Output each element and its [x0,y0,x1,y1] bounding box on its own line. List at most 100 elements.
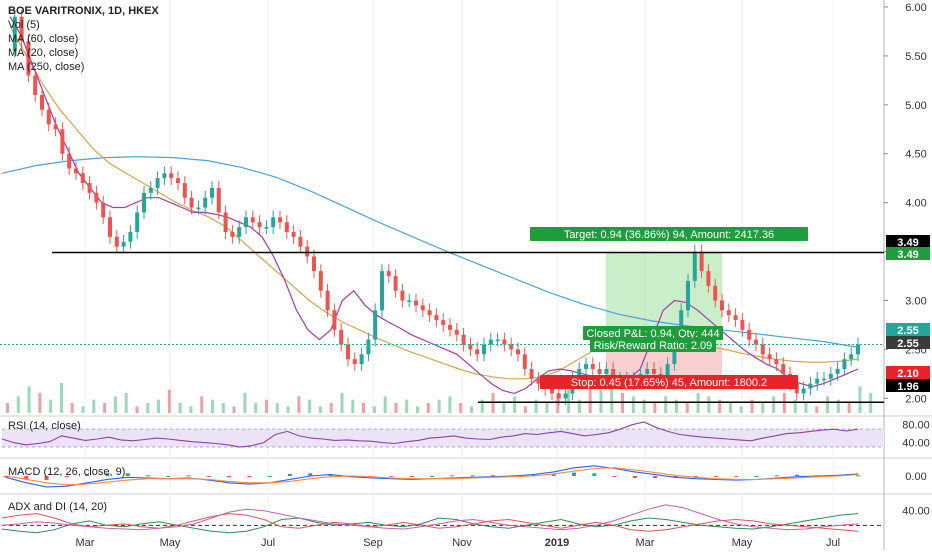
macd-label[interactable]: MACD (12, 26, close, 9) [8,466,126,478]
candle [12,16,17,51]
candle [373,310,378,340]
time-tick-label: Jul [826,537,840,549]
macd-hist-bar [470,475,475,477]
volume-bar [178,403,182,413]
candle [604,368,609,374]
price-tag: 3.49 [897,237,918,249]
candle [237,227,242,237]
adx-label[interactable]: ADX and DI (14, 20) [8,501,108,513]
macd-hist-bar [450,475,455,477]
macd-hist-bar [572,472,576,476]
target-label-box [530,227,808,241]
volume-bar [437,399,441,413]
macd-hist-bar [714,475,718,477]
candle [271,217,276,228]
candle [250,217,255,223]
candle [720,300,724,311]
volume-bar [113,396,117,413]
candle [414,300,418,306]
volume-bar [308,399,312,413]
candle [366,339,371,355]
candle [142,192,146,213]
volume-bar [416,406,420,413]
candle [842,359,847,369]
candle [155,178,160,188]
candle [611,368,616,379]
candle [427,310,432,316]
candle [556,393,561,399]
candle [849,354,854,360]
volume-bar [340,393,344,413]
volume-bar [523,406,527,413]
candle [400,290,405,301]
volume-bar [394,403,398,413]
macd-hist-bar [85,474,90,476]
macd-hist-bar [4,475,8,478]
candle [454,329,459,335]
candle [216,187,221,213]
volume-bar [135,406,139,413]
volume-bar [49,399,53,413]
volume-bar [631,396,635,413]
price-tick-label: 5.00 [905,100,926,112]
candle [346,344,350,360]
candle [101,202,106,218]
price-tag-box [886,235,930,248]
volume-bar [70,403,74,413]
volume-bar [728,403,732,413]
candle [550,388,554,394]
volume-bar [718,399,722,413]
candle [740,320,745,330]
macd-hist-bar [227,475,232,478]
candle [516,349,520,355]
candle [189,197,194,208]
candle [726,310,731,316]
volume-bar [534,399,538,413]
legend-ma250[interactable]: MA (250, close) [8,61,85,73]
candle [482,344,486,355]
candle [291,231,296,237]
volume-bars [6,373,873,413]
price-tick-label: 6.00 [905,2,926,14]
legend-volume[interactable]: Vol (5) [8,19,40,31]
legend-ma20[interactable]: MA (20, close) [8,47,79,59]
macd-hist-bar [653,475,658,479]
price-tag-box [886,366,930,379]
price-tick-label: 2.00 [905,393,926,405]
rsi-label[interactable]: RSI (14, close) [8,420,81,432]
rsi-band [2,429,884,448]
macd-hist-bar [754,475,759,477]
candle [26,41,31,76]
price-tag: 1.96 [897,381,918,393]
volume-bar [491,393,495,413]
volume-bar [124,393,128,413]
adx-pane [1,504,884,534]
pnl-label-box [583,326,723,340]
legend-ma60[interactable]: MA (60, close) [8,33,79,45]
candle [835,368,840,374]
time-tick-label: May [732,537,753,549]
volume-bar [588,383,592,413]
volume-bar [318,406,322,413]
chart-title[interactable]: BOE VARITRONIX, 1D, HKEX [8,5,159,17]
candle [305,246,310,257]
minus-di-line [1,513,859,532]
candle [33,75,38,96]
candle [87,183,92,193]
candle [509,344,514,350]
candle [230,231,235,237]
volume-bar [826,396,830,413]
candle [60,129,65,154]
candle [448,324,452,330]
candle [128,231,133,242]
macd-hist-bar [389,475,394,477]
candle [706,271,711,286]
candle [502,339,507,345]
volume-bar [556,393,560,413]
macd-hist-bar [531,474,536,476]
volume-bar [469,406,473,413]
macd-hist-bar [734,475,739,477]
adx-line [1,504,859,531]
